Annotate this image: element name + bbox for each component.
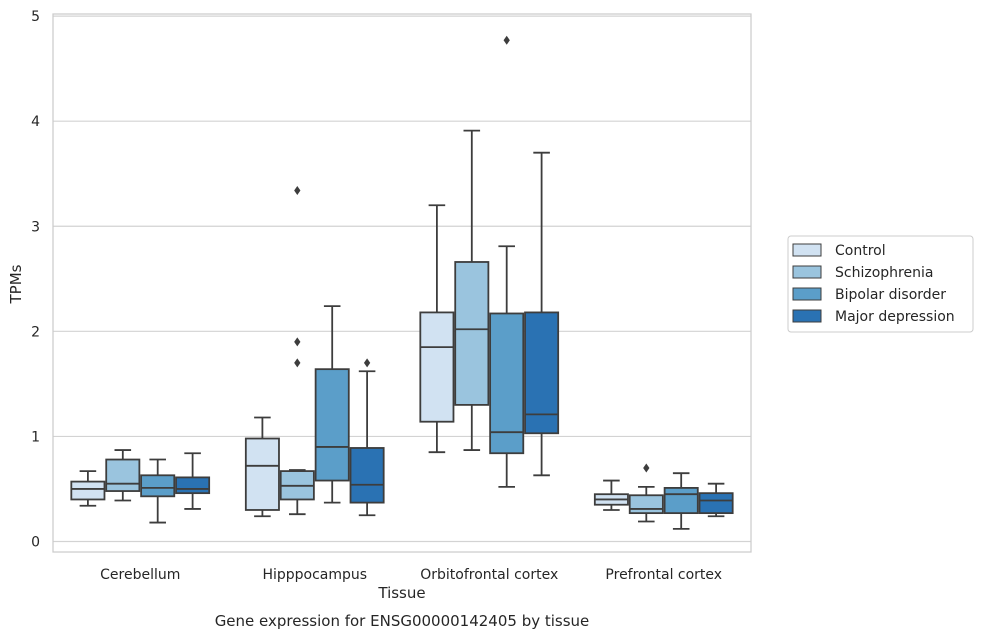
y-tick-label: 1 [31, 429, 40, 445]
outlier-point [294, 358, 301, 368]
box-body [70, 480, 106, 501]
legend-label: Bipolar disorder [835, 287, 946, 303]
box-control [593, 479, 629, 511]
box-body [314, 368, 350, 482]
y-tick-labels: 0 1 2 3 4 5 [31, 9, 40, 550]
outlier-point [503, 35, 510, 45]
legend-label: Major depression [835, 309, 955, 325]
box-body [698, 492, 734, 515]
box-schizophrenia [105, 449, 141, 502]
box-body [349, 447, 385, 504]
x-tick-label: Prefrontal cortex [605, 567, 722, 583]
legend: Control Schizophrenia Bipolar disorder Majo… [787, 235, 974, 333]
outlier-point [294, 337, 301, 347]
y-tick-label: 3 [31, 219, 40, 235]
legend-swatch [792, 309, 822, 323]
box-major-depression [698, 482, 734, 518]
box-major-depression [349, 358, 385, 517]
legend-swatch [792, 243, 822, 257]
box-major-depression [524, 151, 560, 477]
y-tick-label: 2 [31, 324, 40, 340]
box-schizophrenia [279, 186, 315, 516]
box-control [70, 470, 106, 507]
box-body [524, 311, 560, 435]
plot-frame [52, 13, 752, 553]
box-body [489, 312, 525, 455]
legend-label: Schizophrenia [835, 265, 933, 281]
y-tick-label: 0 [31, 534, 40, 550]
outlier-point [363, 358, 371, 368]
x-tick-label: Cerebellum [100, 567, 180, 583]
box-body [244, 437, 280, 511]
box-major-depression [175, 452, 211, 510]
legend-label: Control [835, 243, 886, 259]
y-tick-label: 5 [31, 9, 40, 25]
y-tick-label: 4 [31, 114, 40, 130]
outlier-point [643, 463, 650, 473]
box-bipolar-disorder [663, 472, 699, 530]
box-bipolar-disorder [140, 458, 176, 524]
y-axis-label: TPMs [7, 264, 25, 304]
legend-swatch [792, 287, 822, 301]
x-axis-label: Tissue [377, 584, 425, 602]
x-tick-label: Hipppocampus [262, 567, 367, 583]
y-grid [53, 15, 751, 543]
plot-area [70, 35, 734, 530]
x-tick-labels: Cerebellum Hipppocampus Orbitofrontal cort… [100, 567, 722, 583]
chart-title: Gene expression for ENSG00000142405 by t… [215, 612, 590, 630]
box-body [419, 311, 455, 423]
box-body [175, 476, 211, 495]
box-body [454, 261, 490, 406]
box-body [663, 487, 699, 515]
box-schizophrenia [628, 463, 664, 523]
box-schizophrenia [454, 129, 490, 451]
legend-frame [787, 235, 974, 333]
outlier-point [294, 186, 301, 196]
box-bipolar-disorder [489, 35, 525, 488]
legend-swatch [792, 265, 822, 279]
x-tick-label: Orbitofrontal cortex [420, 567, 558, 583]
box-bipolar-disorder [314, 305, 350, 504]
box-control [419, 204, 455, 454]
box-body [140, 474, 176, 498]
box-control [244, 416, 280, 518]
box-body [105, 458, 141, 492]
box-body [628, 494, 664, 515]
